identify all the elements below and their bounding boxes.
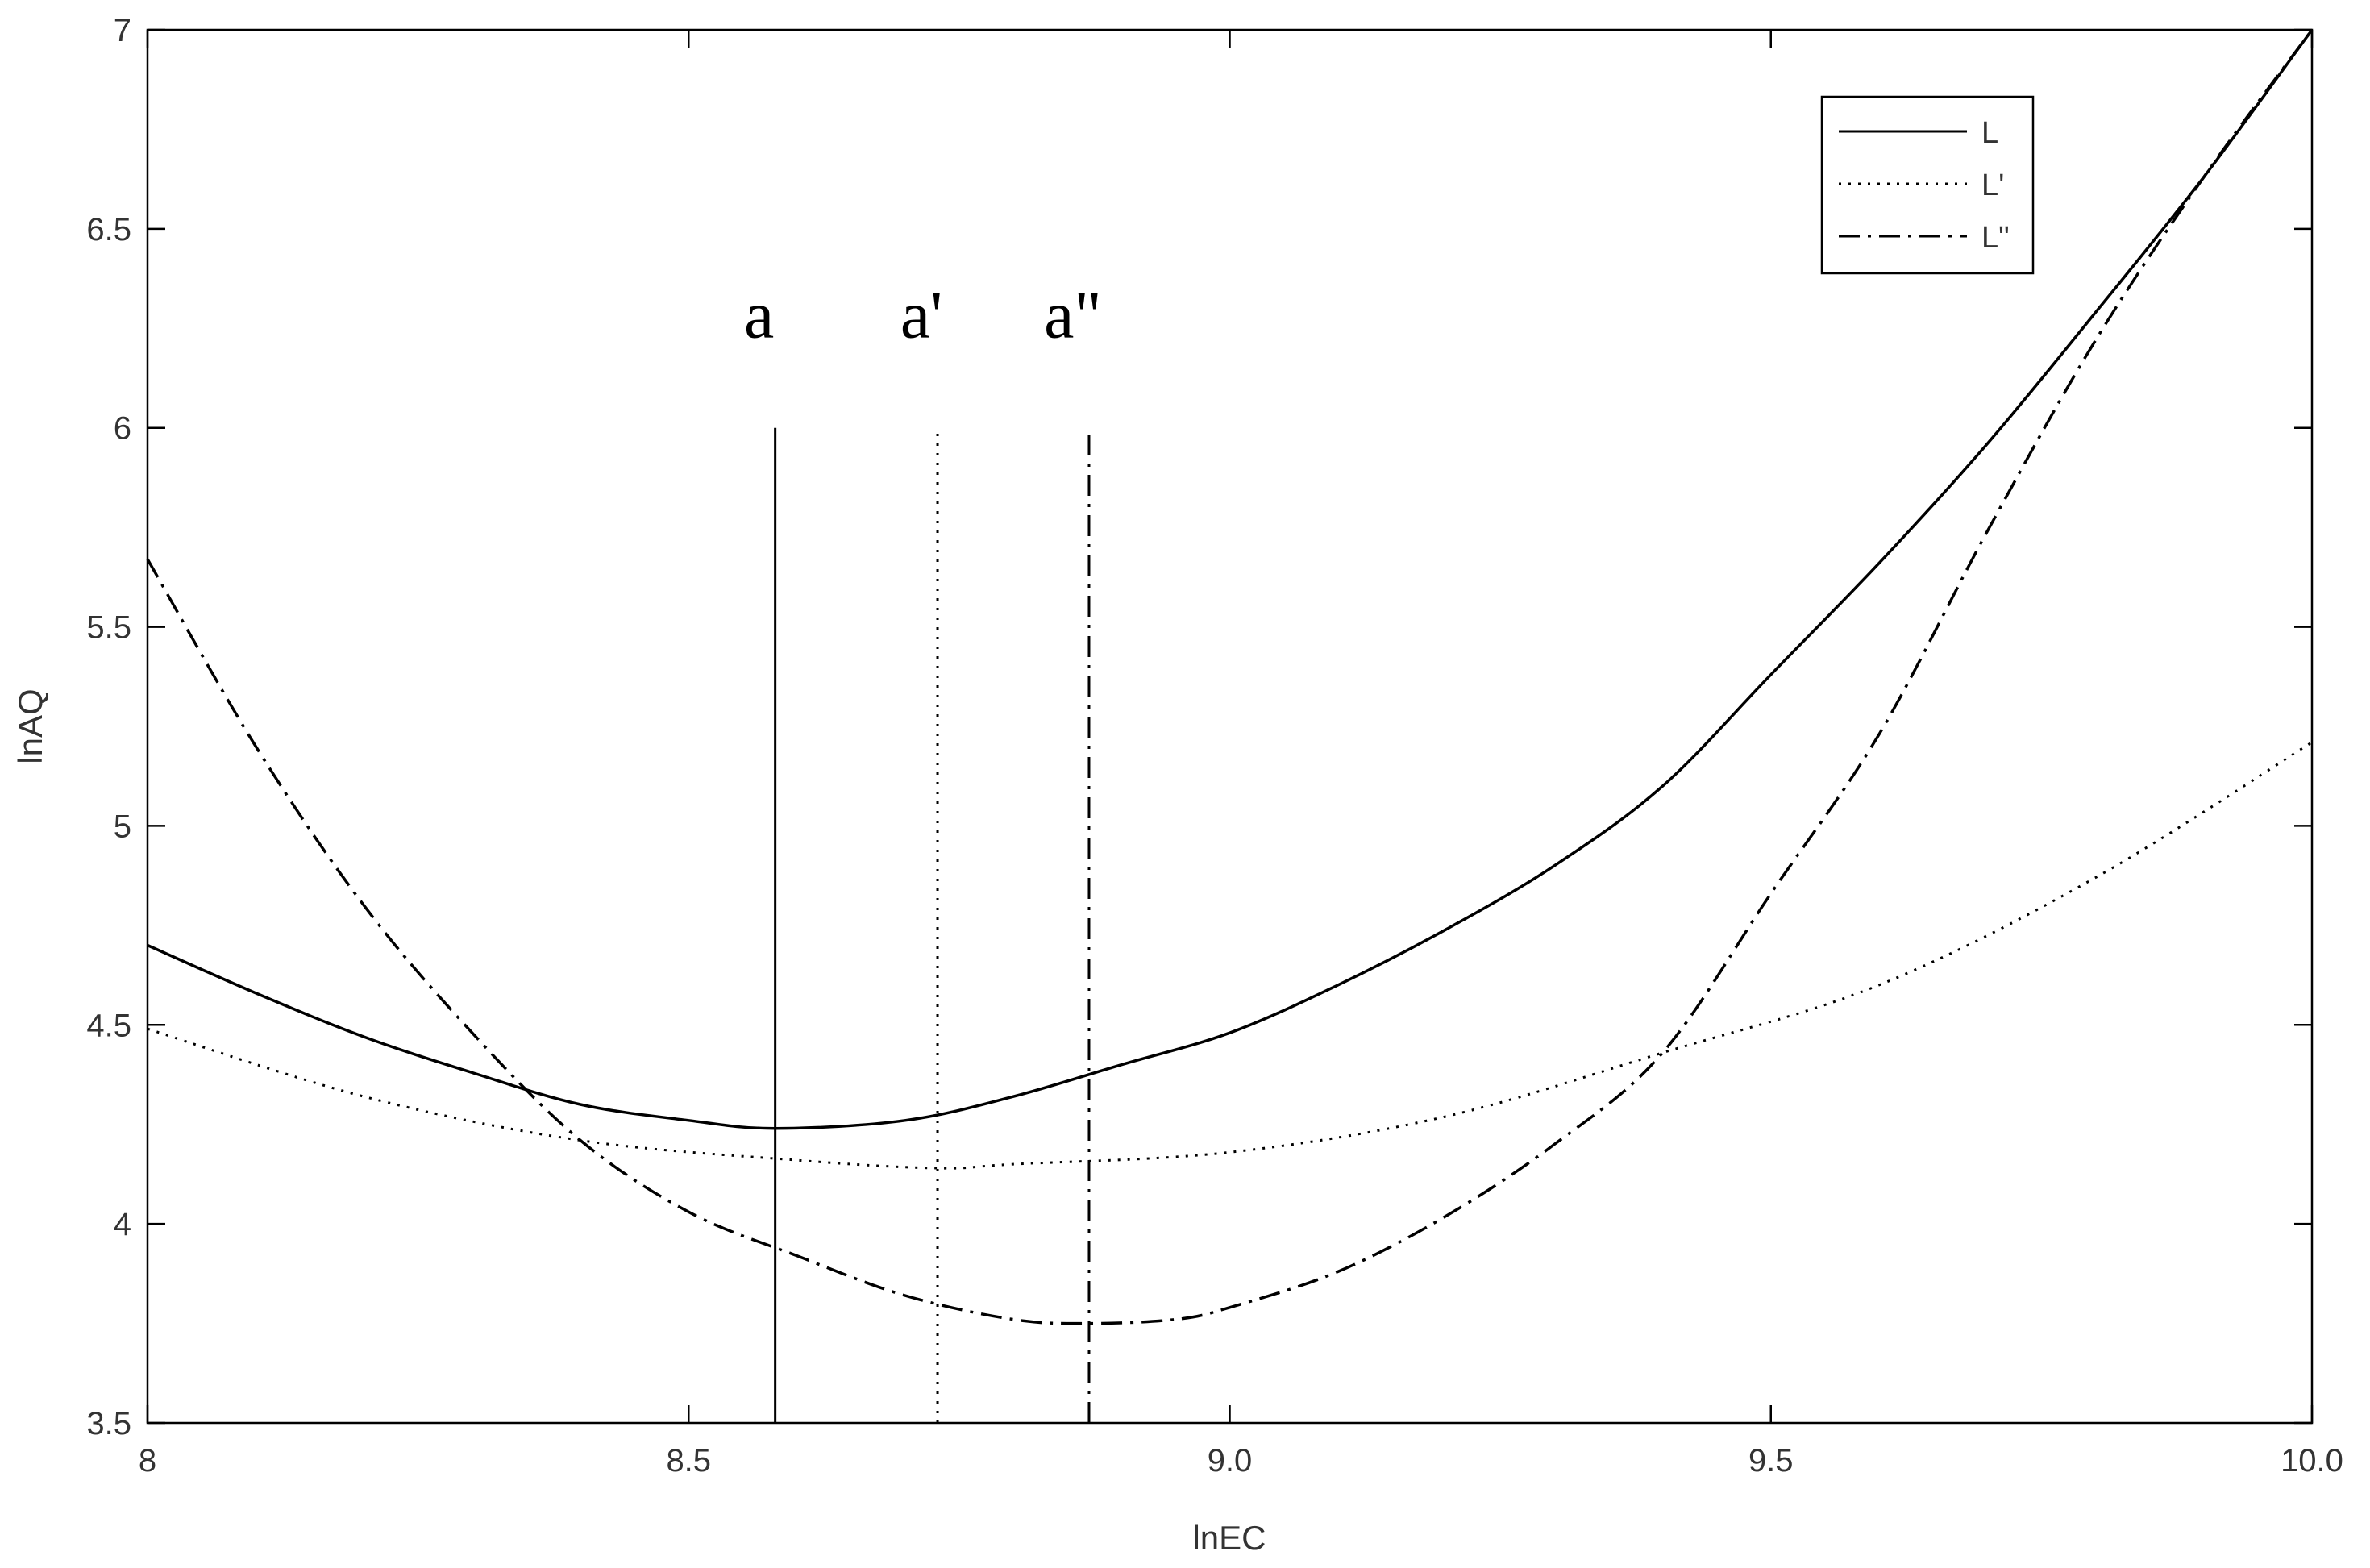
y-tick-label: 7 [114, 13, 131, 48]
legend-label: L' [1981, 168, 2004, 202]
y-tick-label: 6 [114, 411, 131, 447]
y-tick-label: 6.5 [86, 212, 131, 247]
y-axis: 3.5 4 4.5 5 5.5 6 6.5 7 [86, 13, 2312, 1441]
reference-line-label: a' [900, 278, 942, 353]
y-axis-label: lnAQ [11, 688, 49, 763]
y-tick-label: 3.5 [86, 1406, 131, 1441]
legend: L L' L" [1820, 95, 2035, 275]
y-tick-label: 5 [114, 809, 131, 844]
y-tick-label: 4.5 [86, 1008, 131, 1043]
reference-lines: a a' a" [744, 278, 1102, 1423]
reference-line-label: a [744, 278, 774, 353]
legend-label: L" [1981, 221, 2010, 255]
x-tick-label: 10.0 [2281, 1443, 2343, 1479]
series-layer [146, 28, 2314, 1325]
legend-label: L [1981, 116, 1998, 150]
x-tick-label: 8.5 [666, 1443, 711, 1479]
reference-line-label: a" [1044, 278, 1102, 353]
y-tick-label: 5.5 [86, 610, 131, 646]
x-tick-label: 9.5 [1748, 1443, 1794, 1479]
y-tick-label: 4 [114, 1207, 131, 1242]
series-line-3 [146, 28, 2314, 1325]
x-axis-label: lnEC [1192, 1519, 1266, 1557]
x-tick-label: 9.0 [1208, 1443, 1253, 1479]
x-axis: 8 8.5 9.0 9.5 10.0 [139, 30, 2343, 1479]
x-tick-label: 8 [139, 1443, 156, 1479]
series-line-1 [147, 28, 2314, 1130]
